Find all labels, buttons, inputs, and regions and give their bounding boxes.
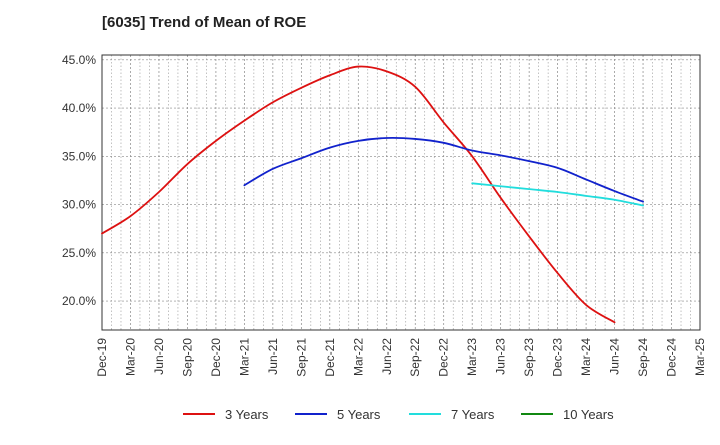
x-tick-label: Dec-22 [437,338,451,377]
grid [101,55,701,330]
legend-label-10-years: 10 Years [563,407,614,422]
plot-border [101,54,701,331]
x-tick-label: Jun-23 [494,338,508,375]
legend-label-3-years: 3 Years [225,407,269,422]
series-line-3-years [101,65,616,324]
x-tick-label: Dec-24 [665,338,679,377]
x-tick-label: Jun-24 [608,338,622,375]
y-tick-label: 40.0% [62,101,96,115]
x-tick-label: Sep-20 [180,338,194,377]
y-tick-label: 30.0% [62,198,96,212]
y-tick-label: 45.0% [62,53,96,67]
x-tick-label: Jun-20 [152,338,166,375]
x-tick-label: Mar-20 [123,338,137,376]
x-tick-label: Jun-22 [380,338,394,375]
x-tick-label: Sep-21 [294,338,308,377]
x-tick-label: Sep-23 [522,338,536,377]
plot-area [102,55,700,330]
x-tick-label: Dec-20 [209,338,223,377]
series-line-7-years [471,182,644,207]
chart-title: [6035] Trend of Mean of ROE [102,14,307,31]
x-tick-label: Dec-23 [551,338,565,377]
x-tick-label: Sep-22 [408,338,422,377]
series-line-5-years [243,136,644,203]
x-tick-label: Jun-21 [266,338,280,375]
y-tick-label: 25.0% [62,246,96,260]
x-tick-label: Sep-24 [636,338,650,377]
x-tick-label: Dec-19 [95,338,109,377]
legend-label-5-years: 5 Years [337,407,381,422]
x-tick-label: Mar-22 [351,338,365,376]
legend-label-7-years: 7 Years [451,407,495,422]
x-tick-label: Mar-21 [237,338,251,376]
x-tick-label: Dec-21 [323,338,337,377]
x-tick-label: Mar-23 [465,338,479,376]
x-tick-label: Mar-24 [579,338,593,376]
x-tick-label: Mar-25 [693,338,707,376]
y-tick-label: 20.0% [62,294,96,308]
y-tick-label: 35.0% [62,149,96,163]
